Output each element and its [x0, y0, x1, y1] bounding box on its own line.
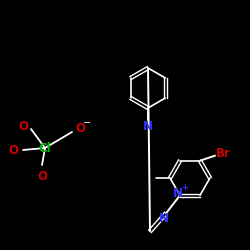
- Text: +: +: [182, 183, 188, 192]
- Text: O: O: [18, 120, 28, 134]
- Text: Cl: Cl: [38, 142, 52, 154]
- Text: N: N: [159, 212, 169, 225]
- Text: N: N: [143, 120, 153, 132]
- Text: Br: Br: [216, 147, 230, 160]
- Text: N: N: [173, 187, 183, 200]
- Text: O: O: [75, 122, 85, 136]
- Text: −: −: [83, 118, 91, 128]
- Text: O: O: [8, 144, 18, 156]
- Text: O: O: [37, 170, 47, 182]
